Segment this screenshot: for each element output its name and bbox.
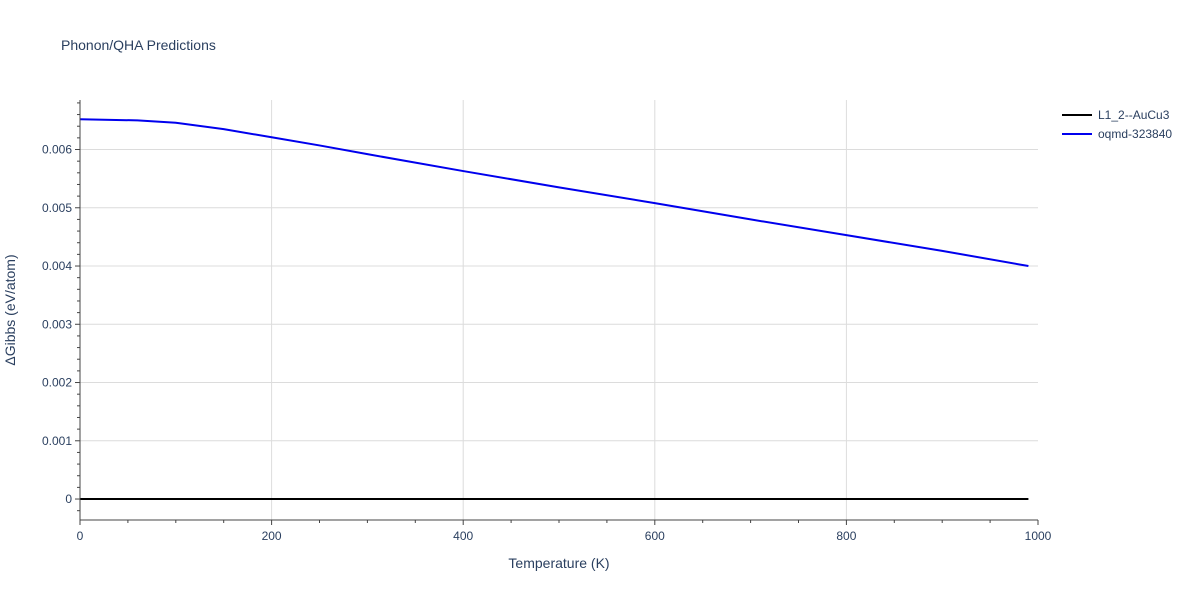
- x-tick-label: 400: [453, 529, 473, 543]
- x-tick-label: 0: [77, 529, 84, 543]
- axes: 0 200 400 600 800 1000 0 0.001 0.002 0.003 0.004 0.…: [42, 100, 1052, 543]
- legend[interactable]: L1_2--AuCu3 oqmd-323840: [1062, 108, 1172, 141]
- y-tick-label: 0.006: [42, 143, 72, 157]
- x-tick-label: 200: [262, 529, 282, 543]
- series-layer: [79, 118, 1029, 501]
- x-tick-label: 600: [645, 529, 665, 543]
- y-axis-title: ΔGibbs (eV/atom): [2, 254, 18, 365]
- series-line-1[interactable]: [79, 118, 1029, 268]
- x-tick-label: 1000: [1025, 529, 1052, 543]
- x-axis-title: Temperature (K): [508, 555, 609, 571]
- legend-label: oqmd-323840: [1098, 127, 1172, 141]
- y-tick-label: 0.003: [42, 317, 72, 331]
- y-tick-label: 0.001: [42, 434, 72, 448]
- chart-title: Phonon/QHA Predictions: [61, 37, 216, 53]
- y-tick-label: 0.005: [42, 201, 72, 215]
- y-tick-label: 0.004: [42, 259, 72, 273]
- grid: [80, 100, 1038, 520]
- legend-item[interactable]: L1_2--AuCu3: [1062, 108, 1170, 122]
- x-tick-label: 800: [836, 529, 856, 543]
- y-tick-label: 0: [65, 492, 72, 506]
- legend-label: L1_2--AuCu3: [1098, 108, 1170, 122]
- y-tick-label: 0.002: [42, 376, 72, 390]
- legend-item[interactable]: oqmd-323840: [1062, 127, 1172, 141]
